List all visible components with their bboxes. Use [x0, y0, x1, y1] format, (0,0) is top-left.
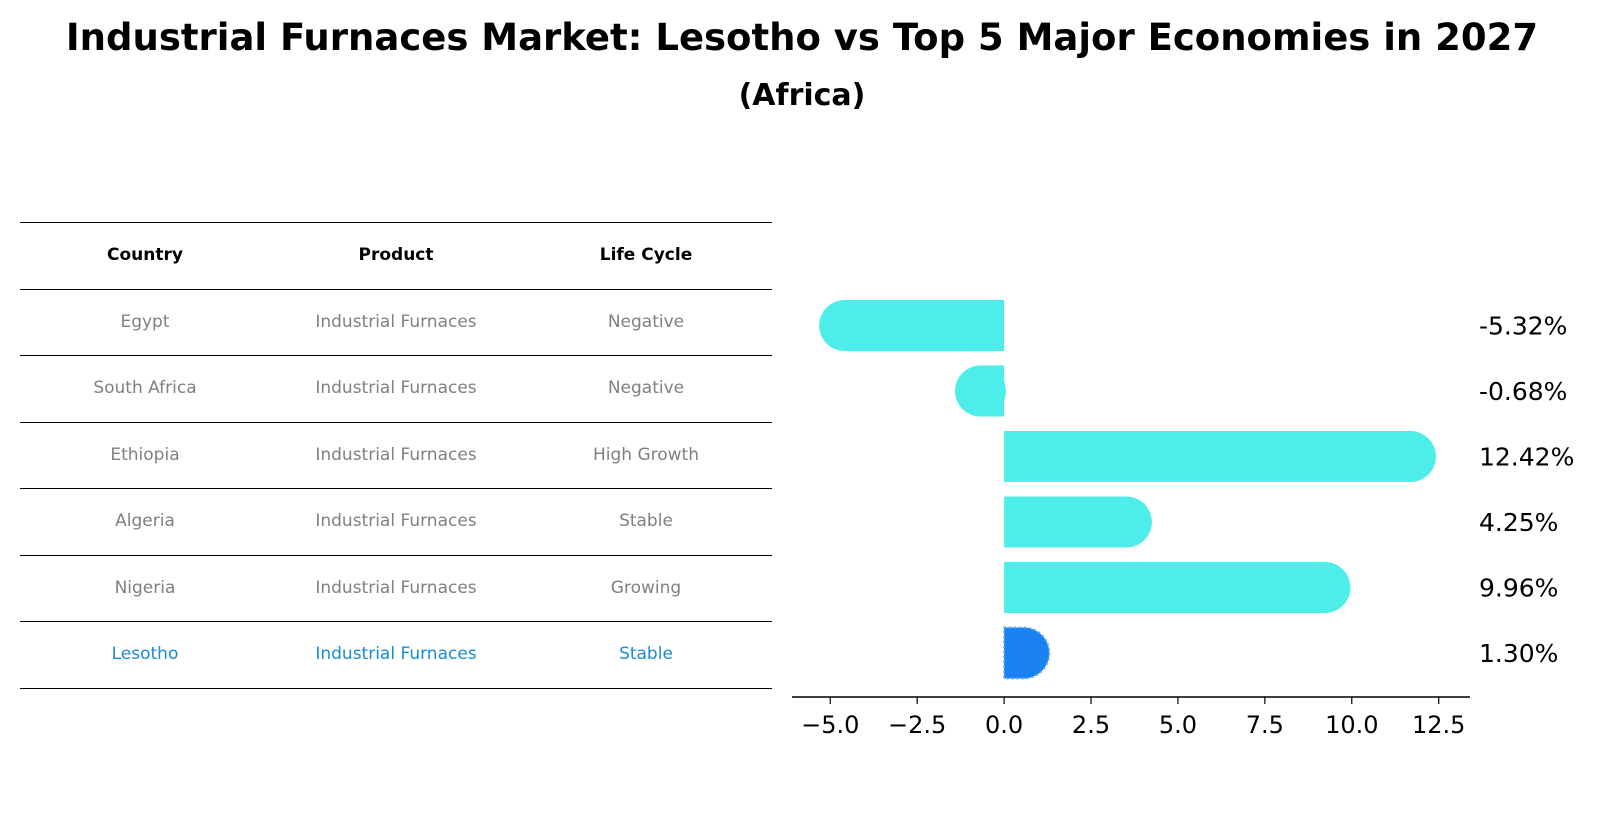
value-label: 1.30%	[1479, 639, 1558, 668]
x-tick-label: −5.0	[801, 711, 859, 739]
table-cell-product: Industrial Furnaces	[315, 577, 477, 598]
table-cell-country: Egypt	[120, 311, 170, 332]
x-tick-label: −2.5	[888, 711, 946, 739]
table-rule	[20, 554, 772, 556]
bar-egypt	[819, 300, 1005, 351]
table-cell-life-cycle: Negative	[607, 311, 685, 332]
table-cell-product: Industrial Furnaces	[315, 511, 477, 532]
bar-body	[980, 365, 1005, 417]
value-label: -5.32%	[1479, 312, 1567, 341]
table-cell-life-cycle: Negative	[607, 378, 685, 399]
table-cell-country: Ethiopia	[110, 444, 180, 465]
x-tick-label: 2.5	[1072, 711, 1110, 739]
x-tick-label: 10.0	[1325, 711, 1378, 739]
table-cell-product: Industrial Furnaces	[315, 378, 477, 399]
table-rule	[20, 488, 772, 489]
table-rule	[20, 421, 772, 423]
table-header-life-cycle: Life Cycle	[599, 245, 693, 266]
bar-ethiopia	[1004, 431, 1436, 482]
table-cell-country: Lesotho	[111, 644, 179, 665]
x-tick-label: 12.5	[1412, 711, 1465, 739]
chart-subtitle: (Africa)	[738, 78, 866, 113]
value-label: 4.25%	[1479, 508, 1558, 537]
table-rule	[20, 288, 772, 290]
table-cell-life-cycle: Stable	[619, 644, 673, 665]
table-header-product: Product	[358, 245, 434, 266]
chart-title: Industrial Furnaces Market: Lesotho vs T…	[65, 16, 1539, 59]
bar-algeria	[1004, 496, 1152, 548]
table-cell-life-cycle: High Growth	[592, 444, 699, 465]
x-tick-label: 0.0	[985, 711, 1023, 739]
table-rule	[20, 687, 772, 689]
table-cell-product: Industrial Furnaces	[315, 444, 477, 465]
table-cell-life-cycle: Growing	[610, 577, 682, 598]
bar-highlight-outline	[1003, 626, 1051, 680]
table-rule	[20, 355, 772, 356]
bar-lesotho	[1004, 627, 1050, 679]
table-cell-country: Algeria	[115, 511, 175, 532]
x-tick-label: 5.0	[1159, 711, 1197, 739]
table-cell-country: South Africa	[93, 378, 197, 399]
table-cell-life-cycle: Stable	[619, 511, 673, 532]
value-label: 12.42%	[1479, 443, 1574, 472]
table-cell-product: Industrial Furnaces	[315, 644, 477, 665]
table-cell-country: Nigeria	[114, 577, 176, 598]
x-tick-label: 7.5	[1246, 711, 1284, 739]
table-header-country: Country	[107, 245, 183, 266]
table-rule	[20, 222, 772, 223]
value-label: -0.68%	[1479, 377, 1567, 406]
table-rule	[20, 621, 772, 622]
value-label: 9.96%	[1479, 574, 1558, 603]
table-cell-product: Industrial Furnaces	[315, 311, 477, 332]
bar-nigeria	[1004, 562, 1351, 613]
